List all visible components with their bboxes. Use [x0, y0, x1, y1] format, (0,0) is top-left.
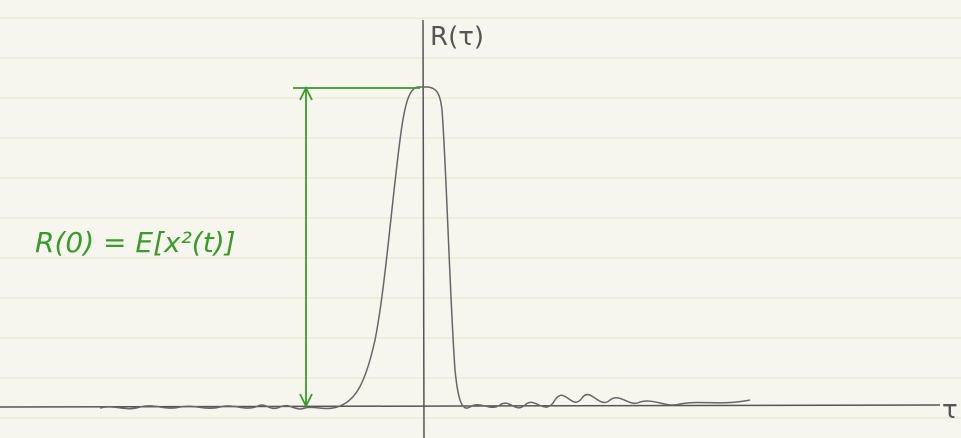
y-axis-label: R(τ) — [430, 22, 484, 52]
arrow-heads — [299, 85, 313, 409]
annotation-label: R(0) = E[x²(t)] — [35, 226, 236, 259]
x-axis-label: τ — [942, 395, 958, 425]
ruled-lines — [0, 17, 961, 419]
y-axis — [422, 19, 425, 438]
autocorrelation-curve — [99, 86, 751, 410]
